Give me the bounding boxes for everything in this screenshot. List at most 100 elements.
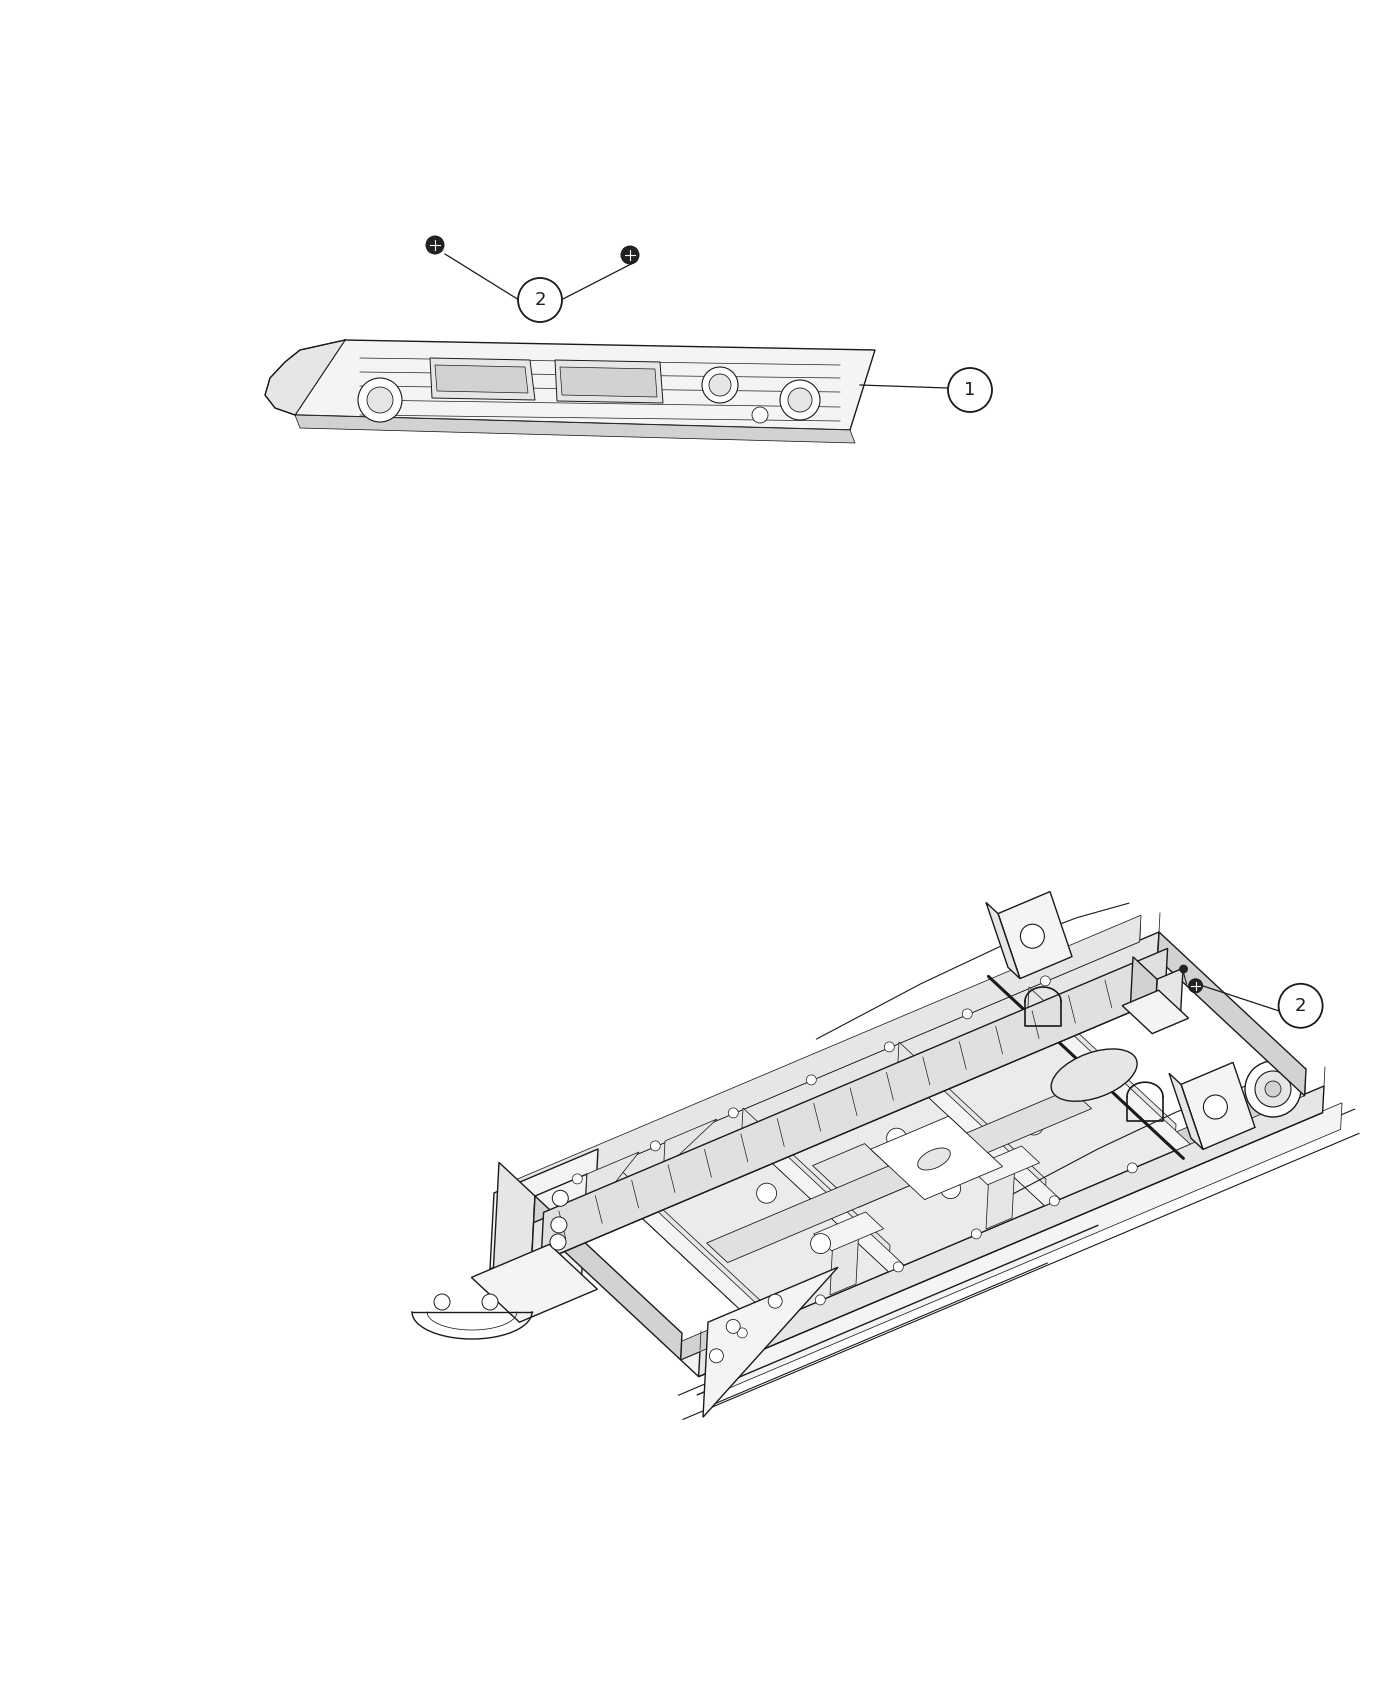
Circle shape [752,406,769,423]
Polygon shape [703,1266,839,1418]
Circle shape [780,381,820,420]
Polygon shape [430,359,535,400]
Text: 1: 1 [965,381,976,400]
Circle shape [1040,976,1050,986]
Circle shape [769,1294,783,1309]
Circle shape [1023,1115,1043,1136]
Circle shape [518,279,561,321]
Circle shape [367,388,393,413]
Circle shape [708,374,731,396]
Polygon shape [435,366,528,393]
Polygon shape [680,1096,1323,1377]
Polygon shape [1158,932,1306,1096]
Circle shape [811,1234,830,1253]
Polygon shape [742,1129,904,1272]
Polygon shape [998,891,1072,979]
Polygon shape [664,1119,717,1170]
Ellipse shape [1051,1049,1137,1102]
Circle shape [962,1008,972,1018]
Polygon shape [540,949,1168,1261]
Polygon shape [707,1090,1092,1263]
Circle shape [482,1294,498,1311]
Polygon shape [554,360,664,403]
Polygon shape [532,989,1165,1261]
Polygon shape [612,1183,774,1326]
Polygon shape [472,1244,598,1323]
Circle shape [886,1129,907,1148]
Circle shape [1205,1130,1215,1141]
Circle shape [1266,1081,1281,1096]
Circle shape [1127,1163,1137,1173]
Circle shape [728,1108,738,1119]
Polygon shape [533,1197,682,1360]
Circle shape [893,1261,903,1272]
Polygon shape [585,1153,638,1222]
Polygon shape [1169,1073,1203,1149]
Polygon shape [612,1013,1175,1326]
Polygon shape [265,340,344,415]
Circle shape [1050,1195,1060,1205]
Ellipse shape [917,1148,951,1170]
Polygon shape [680,1078,1306,1360]
Polygon shape [897,1042,1046,1205]
Circle shape [622,246,638,264]
Circle shape [1254,1071,1291,1107]
Polygon shape [1123,989,1189,1034]
Circle shape [885,1042,895,1052]
Polygon shape [742,1108,890,1272]
Circle shape [756,1183,777,1204]
Circle shape [972,1229,981,1239]
Circle shape [550,1234,566,1250]
Polygon shape [515,923,1141,1205]
Polygon shape [612,1163,760,1326]
Polygon shape [295,415,855,444]
Polygon shape [1028,1006,1190,1151]
Polygon shape [717,1103,1343,1394]
Polygon shape [1028,988,1176,1151]
Polygon shape [986,1161,1015,1229]
Circle shape [426,236,444,253]
Circle shape [738,1328,748,1338]
Circle shape [1189,979,1203,993]
Polygon shape [970,1146,1040,1185]
Circle shape [1180,966,1187,972]
Polygon shape [699,1086,1324,1377]
Polygon shape [490,1149,598,1268]
Circle shape [701,367,738,403]
Polygon shape [897,1062,1060,1205]
Circle shape [948,367,993,411]
Polygon shape [830,1227,860,1295]
Circle shape [788,388,812,411]
Circle shape [573,1175,582,1183]
Polygon shape [1155,969,1183,1028]
Circle shape [552,1190,568,1207]
Polygon shape [986,903,1021,979]
Polygon shape [1130,957,1156,1028]
Polygon shape [560,367,657,398]
Circle shape [1278,984,1323,1028]
Circle shape [815,1295,825,1306]
Circle shape [941,1178,960,1198]
Circle shape [806,1074,816,1085]
Polygon shape [295,340,875,430]
Polygon shape [1182,1062,1254,1149]
Circle shape [650,1141,661,1151]
Text: 2: 2 [535,291,546,309]
Circle shape [1021,925,1044,949]
Polygon shape [533,932,1159,1222]
Polygon shape [812,1144,910,1207]
Text: 2: 2 [1295,996,1306,1015]
Polygon shape [493,1163,535,1311]
Circle shape [727,1319,741,1333]
Circle shape [550,1217,567,1232]
Polygon shape [515,915,1141,1205]
Circle shape [1204,1095,1228,1119]
Polygon shape [813,1212,883,1251]
Polygon shape [532,959,1158,1253]
Circle shape [358,377,402,422]
Polygon shape [871,1117,1002,1200]
Polygon shape [529,1175,587,1311]
Circle shape [434,1294,449,1311]
Polygon shape [515,942,1158,1222]
Circle shape [710,1348,724,1363]
